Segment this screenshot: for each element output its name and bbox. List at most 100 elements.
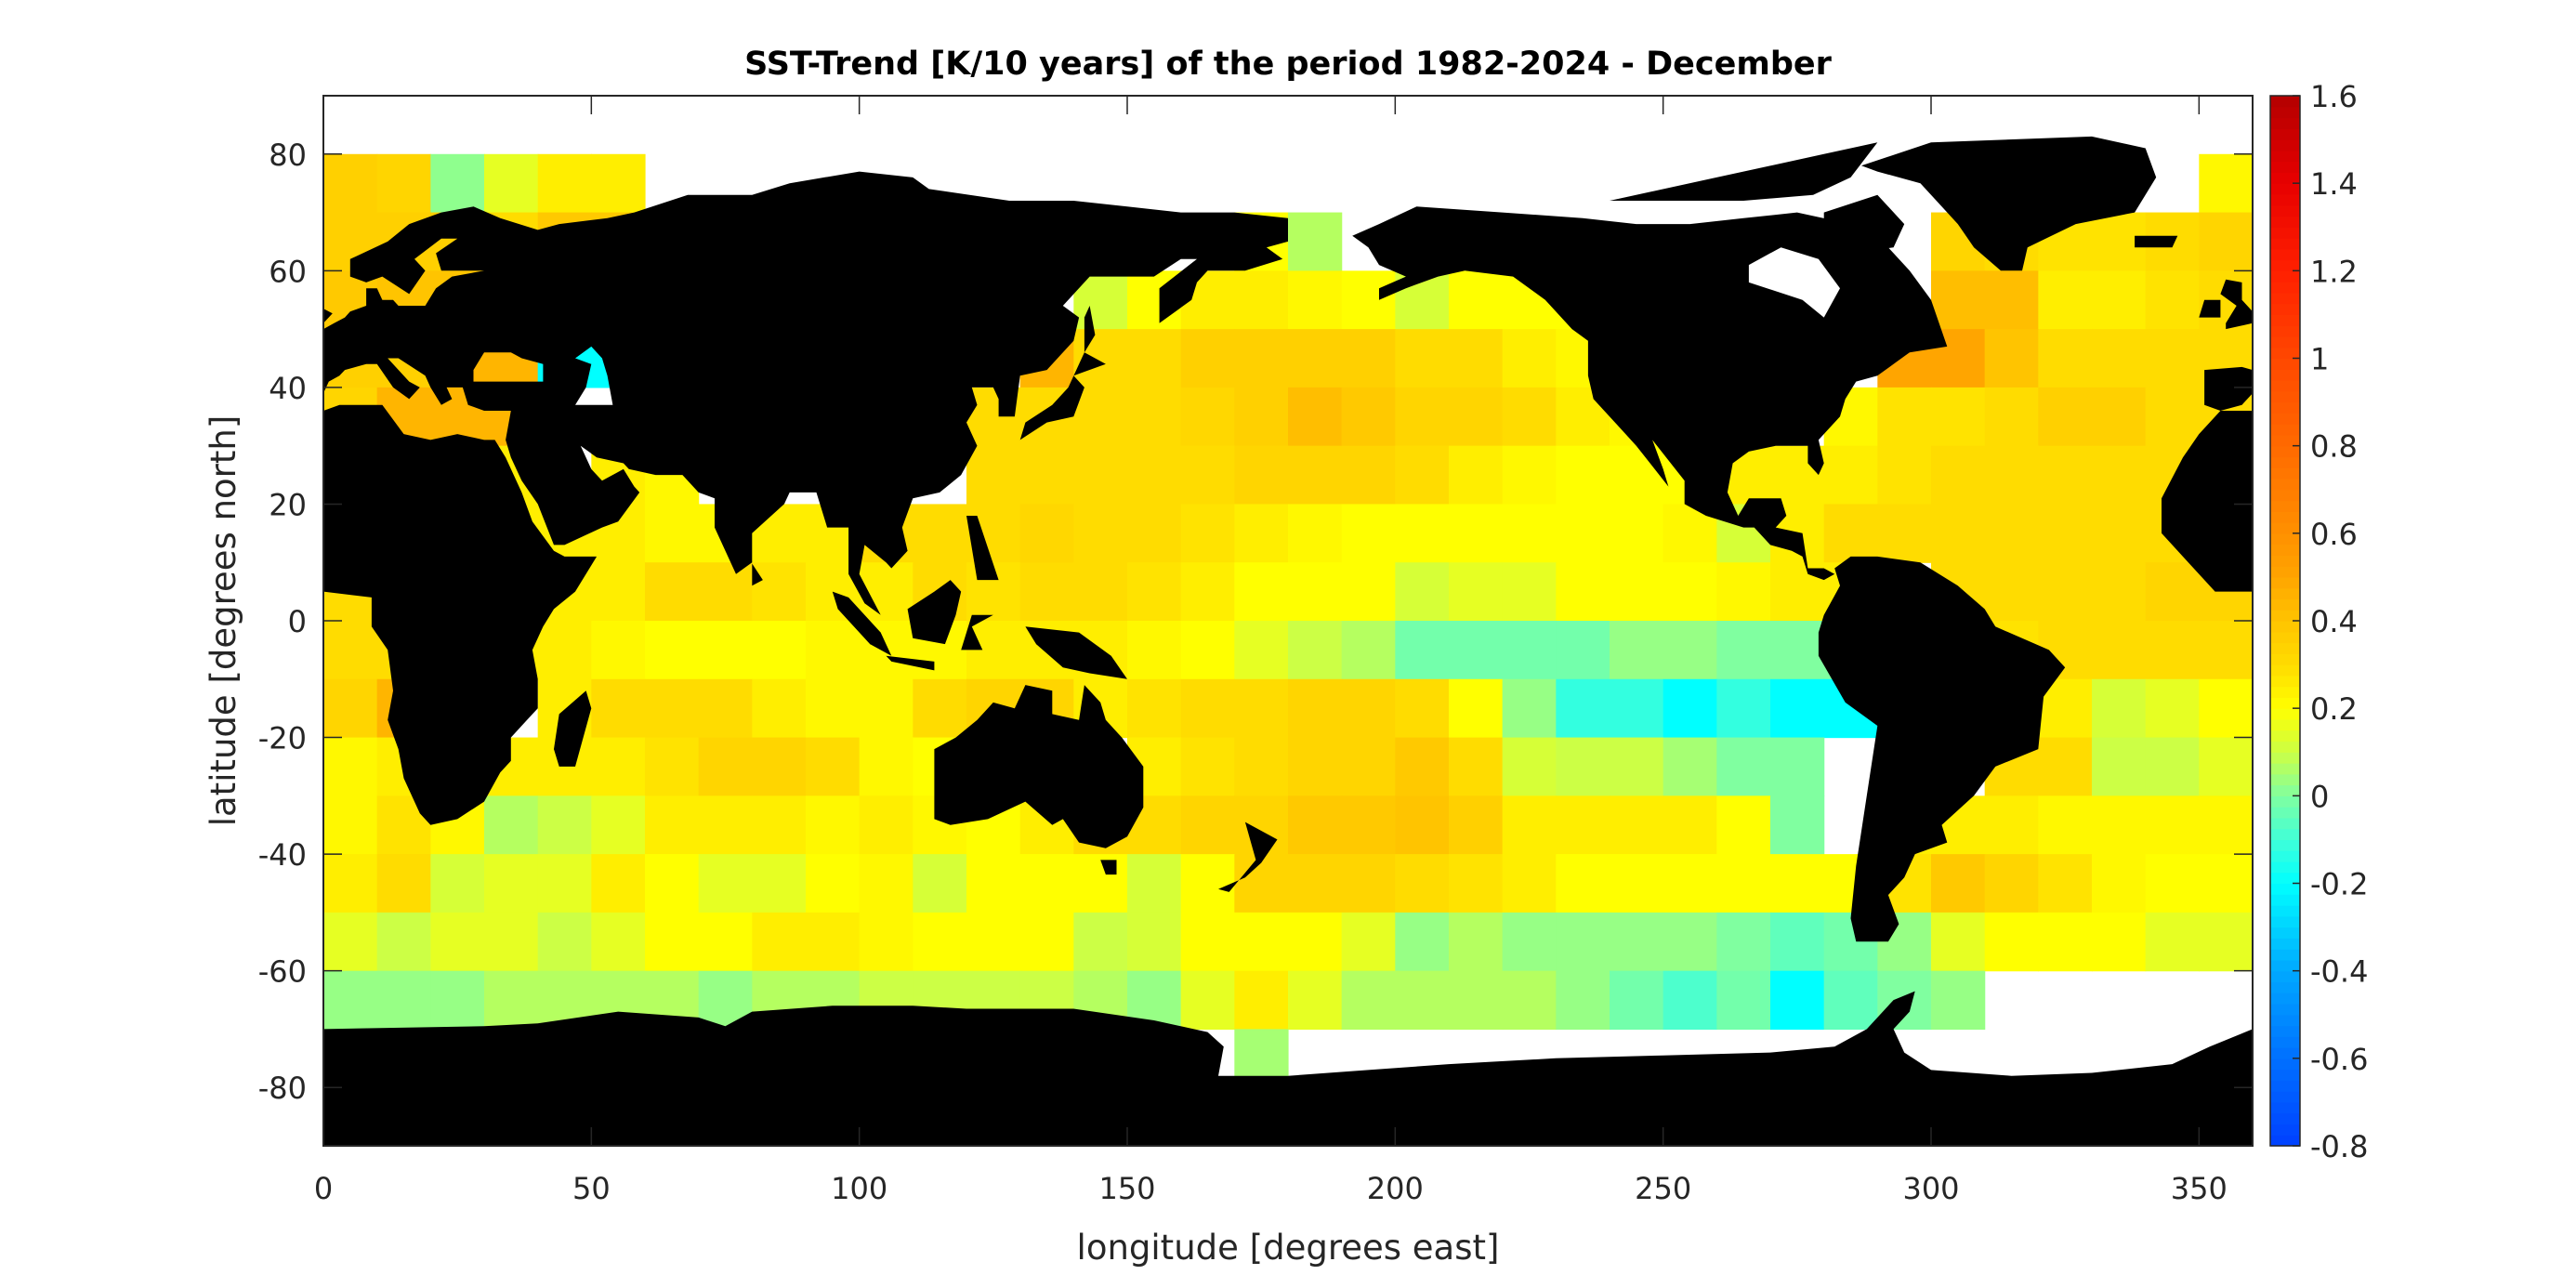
- colorbar-tick-labels: 1.6 1.4 1.2 1 0.8 0.6 0.4 0.2 0 -0.2 -0.4 -0.6 -0.8: [2310, 79, 2368, 1164]
- trend-cell: [591, 678, 646, 739]
- colorbar-segment: [2270, 172, 2300, 184]
- trend-cell: [1180, 795, 1235, 855]
- trend-cell: [1180, 562, 1235, 622]
- colorbar-segment: [2270, 193, 2300, 206]
- land-south-america: [1818, 556, 2066, 942]
- trend-cell: [1288, 912, 1343, 972]
- colorbar-segment: [2270, 1025, 2300, 1037]
- trend-cell: [1395, 445, 1450, 506]
- trend-cell: [806, 854, 861, 913]
- colorbar-segment: [2270, 478, 2300, 491]
- trend-cell: [1556, 970, 1610, 1031]
- trend-cell: [1234, 737, 1289, 796]
- trend-cell: [376, 912, 431, 972]
- trend-cell: [1663, 562, 1717, 622]
- colorbar-segment: [2270, 106, 2300, 119]
- trend-cell: [1449, 621, 1504, 680]
- trend-cell: [1502, 504, 1557, 563]
- trend-cell: [323, 678, 378, 739]
- colorbar-segment: [2270, 1003, 2300, 1016]
- colorbar-segment: [2270, 292, 2300, 305]
- trend-cell: [2145, 737, 2200, 796]
- colorbar-tick-label: 0.8: [2310, 429, 2358, 465]
- trend-cell: [1180, 621, 1235, 680]
- trend-cell: [1610, 678, 1664, 739]
- colorbar-segment: [2270, 576, 2300, 589]
- trend-cell: [484, 854, 539, 913]
- trend-cell: [1716, 621, 1771, 680]
- trend-cell: [1449, 912, 1504, 972]
- land-borneo: [907, 580, 962, 645]
- colorbar-segment: [2270, 610, 2300, 622]
- trend-cell: [591, 795, 646, 855]
- trend-cell: [1127, 329, 1182, 388]
- colorbar-segment: [2270, 1091, 2300, 1103]
- colorbar-segment: [2270, 675, 2300, 688]
- colorbar-segment: [2270, 150, 2300, 163]
- trend-cell: [323, 912, 378, 972]
- trend-cell: [1931, 970, 1986, 1031]
- colorbar-segment: [2270, 773, 2300, 786]
- trend-cell: [1610, 970, 1664, 1031]
- trend-cell: [1877, 387, 1932, 447]
- trend-cell: [645, 912, 700, 972]
- trend-cell: [1716, 854, 1771, 913]
- land-japan: [1019, 352, 1106, 440]
- trend-cell: [2038, 912, 2093, 972]
- trend-cell: [376, 153, 431, 214]
- trend-cell: [1341, 795, 1396, 855]
- trend-cell: [1127, 854, 1182, 913]
- trend-cell: [1234, 445, 1289, 506]
- trend-cell: [1341, 329, 1396, 388]
- colorbar-segment: [2270, 631, 2300, 644]
- trend-cell: [1341, 621, 1396, 680]
- trend-cell: [1610, 737, 1664, 796]
- trend-cell: [752, 737, 807, 796]
- colorbar-segment: [2270, 872, 2300, 885]
- colorbar-segment: [2270, 718, 2300, 731]
- trend-cell: [1502, 912, 1557, 972]
- trend-cell: [1341, 678, 1396, 739]
- trend-cell: [1288, 212, 1343, 271]
- trend-cell: [376, 970, 431, 1031]
- trend-cell: [537, 153, 592, 214]
- y-tick-label: -40: [258, 837, 307, 873]
- trend-cell: [645, 562, 700, 622]
- land-java: [886, 655, 935, 671]
- trend-cell: [2092, 737, 2147, 796]
- trend-cell: [323, 854, 378, 913]
- colorbar-segment: [2270, 413, 2300, 425]
- colorbar-segment: [2270, 784, 2300, 796]
- trend-cell: [1288, 504, 1343, 563]
- colorbar-segment: [2270, 850, 2300, 862]
- colorbar-tick-label: -0.4: [2310, 954, 2368, 990]
- trend-cell: [806, 795, 861, 855]
- trend-cell: [2038, 854, 2093, 913]
- trend-cell: [1502, 562, 1557, 622]
- colorbar-segment: [2270, 828, 2300, 841]
- trend-cell: [591, 737, 646, 796]
- trend-cell: [2199, 854, 2254, 913]
- trend-cell: [1556, 737, 1610, 796]
- trend-cell: [1180, 445, 1235, 506]
- trend-cell: [966, 912, 1021, 972]
- trend-cell: [966, 854, 1021, 913]
- colorbar-segment: [2270, 817, 2300, 830]
- trend-cell: [1984, 795, 2039, 855]
- trend-cell: [752, 912, 807, 972]
- trend-cell: [1180, 678, 1235, 739]
- trend-cell: [1395, 970, 1450, 1031]
- trend-cell: [1341, 912, 1396, 972]
- trend-cell: [484, 912, 539, 972]
- trend-cell: [323, 737, 378, 796]
- trend-cell: [2199, 678, 2254, 739]
- trend-cell: [2038, 329, 2093, 388]
- trend-cell: [752, 621, 807, 680]
- colorbar-segment: [2270, 248, 2300, 261]
- trend-cell: [1073, 562, 1128, 622]
- trend-cell: [2092, 621, 2147, 680]
- trend-cell: [1019, 912, 1074, 972]
- colorbar-tick-label: 1: [2310, 342, 2329, 377]
- trend-cell: [1073, 912, 1128, 972]
- trend-cell: [2038, 737, 2093, 796]
